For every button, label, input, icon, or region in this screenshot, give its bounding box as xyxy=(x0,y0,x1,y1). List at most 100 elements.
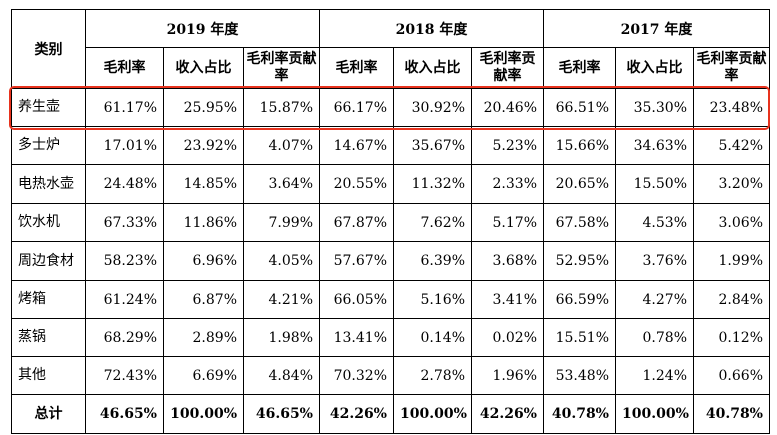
table-cell: 67.87% xyxy=(319,203,394,242)
row-category: 养生壶 xyxy=(11,88,86,127)
table-cell: 23.92% xyxy=(163,126,244,165)
total-row: 总计 46.65% 100.00% 46.65% 42.26% 100.00% 42.26%… xyxy=(11,394,770,434)
metric-header-row: 毛利率 收入占比 毛利率贡献率 毛利率 收入占比 毛利率贡献率 毛利率 收入占比… xyxy=(12,47,770,89)
row-category: 烤箱 xyxy=(11,280,86,319)
table-cell: 1.98% xyxy=(243,318,320,357)
table-cell: 30.92% xyxy=(393,88,472,127)
table-cell: 6.39% xyxy=(393,241,472,281)
table-cell: 5.23% xyxy=(471,126,544,165)
table-cell: 13.41% xyxy=(319,318,394,357)
table-row: 电热水壶 24.48% 14.85% 3.64% 20.55% 11.32% 2.33% 20… xyxy=(11,164,770,204)
table-body: 养生壶 61.17% 25.95% 15.87% 66.17% 30.92% 20.46% 6… xyxy=(11,88,770,434)
metric-header-contribution: 毛利率贡献率 xyxy=(471,47,544,89)
table-cell: 4.07% xyxy=(243,126,320,165)
table-row: 饮水机 67.33% 11.86% 7.99% 67.87% 7.62% 5.17% 67.5… xyxy=(11,203,770,242)
table-cell: 3.68% xyxy=(471,241,544,281)
table-cell: 34.63% xyxy=(615,126,694,165)
table-cell: 1.24% xyxy=(615,356,694,395)
table-cell: 4.53% xyxy=(615,203,694,242)
table-row: 周边食材 58.23% 6.96% 4.05% 57.67% 6.39% 3.68% 52.9… xyxy=(11,241,770,281)
total-cell: 100.00% xyxy=(163,394,244,434)
table-cell: 0.02% xyxy=(471,318,544,357)
table-cell: 1.99% xyxy=(693,241,770,281)
table-cell: 58.23% xyxy=(85,241,164,281)
metric-header-gross-margin: 毛利率 xyxy=(543,47,616,89)
table-cell: 61.24% xyxy=(85,280,164,319)
table-cell: 35.30% xyxy=(615,88,694,127)
table-cell: 2.84% xyxy=(693,280,770,319)
table-cell: 20.55% xyxy=(319,164,394,204)
table-cell: 15.50% xyxy=(615,164,694,204)
table-cell: 17.01% xyxy=(85,126,164,165)
table-cell: 1.96% xyxy=(471,356,544,395)
total-cell: 100.00% xyxy=(393,394,472,434)
metric-header-revenue-share: 收入占比 xyxy=(163,47,244,89)
row-category: 饮水机 xyxy=(11,203,86,242)
table-cell: 5.42% xyxy=(693,126,770,165)
table-cell: 70.32% xyxy=(319,356,394,395)
table-cell: 11.86% xyxy=(163,203,244,242)
table-cell: 0.12% xyxy=(693,318,770,357)
table-row: 烤箱 61.24% 6.87% 4.21% 66.05% 5.16% 3.41% 66.59%… xyxy=(11,280,770,319)
table-cell: 6.87% xyxy=(163,280,244,319)
metric-header-revenue-share: 收入占比 xyxy=(615,47,694,89)
row-category: 多士炉 xyxy=(11,126,86,165)
total-cell: 42.26% xyxy=(319,394,394,434)
table-cell: 25.95% xyxy=(163,88,244,127)
table-cell: 3.41% xyxy=(471,280,544,319)
table-cell: 72.43% xyxy=(85,356,164,395)
table-cell: 15.87% xyxy=(243,88,320,127)
metric-header-gross-margin: 毛利率 xyxy=(319,47,394,89)
table-cell: 23.48% xyxy=(693,88,770,127)
table-cell: 14.67% xyxy=(319,126,394,165)
table-cell: 3.06% xyxy=(693,203,770,242)
total-label: 总计 xyxy=(11,394,86,434)
table-cell: 24.48% xyxy=(85,164,164,204)
table-cell: 2.78% xyxy=(393,356,472,395)
table-cell: 7.62% xyxy=(393,203,472,242)
table-cell: 7.99% xyxy=(243,203,320,242)
table-cell: 0.78% xyxy=(615,318,694,357)
table-cell: 15.66% xyxy=(543,126,616,165)
table-row: 多士炉 17.01% 23.92% 4.07% 14.67% 35.67% 5.23% 15.… xyxy=(11,126,770,165)
table-cell: 20.46% xyxy=(471,88,544,127)
table-cell: 6.96% xyxy=(163,241,244,281)
year-header-2019: 2019 年度 xyxy=(85,9,320,48)
table-cell: 5.17% xyxy=(471,203,544,242)
table-cell: 3.76% xyxy=(615,241,694,281)
total-cell: 46.65% xyxy=(243,394,320,434)
table-cell: 66.59% xyxy=(543,280,616,319)
year-header-2017: 2017 年度 xyxy=(543,9,770,48)
gross-margin-table: 类别 2019 年度 2018 年度 2017 年度 毛利率 收入占比 毛利率贡… xyxy=(11,9,770,434)
row-category: 电热水壶 xyxy=(11,164,86,204)
table-cell: 4.27% xyxy=(615,280,694,319)
table-cell: 6.69% xyxy=(163,356,244,395)
table-cell: 14.85% xyxy=(163,164,244,204)
table-cell: 66.17% xyxy=(319,88,394,127)
row-category: 周边食材 xyxy=(11,241,86,281)
table-cell: 3.64% xyxy=(243,164,320,204)
table-cell: 5.16% xyxy=(393,280,472,319)
row-category: 蒸锅 xyxy=(11,318,86,357)
metric-header-contribution: 毛利率贡献率 xyxy=(693,47,770,89)
table-cell: 4.21% xyxy=(243,280,320,319)
total-cell: 40.78% xyxy=(543,394,616,434)
table-cell: 2.89% xyxy=(163,318,244,357)
table-cell: 68.29% xyxy=(85,318,164,357)
table-cell: 61.17% xyxy=(85,88,164,127)
total-cell: 40.78% xyxy=(693,394,770,434)
table-cell: 66.05% xyxy=(319,280,394,319)
table-row: 其他 72.43% 6.69% 4.84% 70.32% 2.78% 1.96% 53.48%… xyxy=(11,356,770,395)
year-header-2018: 2018 年度 xyxy=(319,9,544,48)
metric-header-contribution: 毛利率贡献率 xyxy=(243,47,320,89)
year-header-row: 类别 2019 年度 2018 年度 2017 年度 xyxy=(11,9,770,89)
table-cell: 66.51% xyxy=(543,88,616,127)
table-cell: 57.67% xyxy=(319,241,394,281)
table-cell: 35.67% xyxy=(393,126,472,165)
table-row: 养生壶 61.17% 25.95% 15.87% 66.17% 30.92% 20.46% 6… xyxy=(11,88,770,127)
table-cell: 4.05% xyxy=(243,241,320,281)
total-cell: 100.00% xyxy=(615,394,694,434)
table-row: 蒸锅 68.29% 2.89% 1.98% 13.41% 0.14% 0.02% 15.51%… xyxy=(11,318,770,357)
total-cell: 42.26% xyxy=(471,394,544,434)
metric-header-revenue-share: 收入占比 xyxy=(393,47,472,89)
